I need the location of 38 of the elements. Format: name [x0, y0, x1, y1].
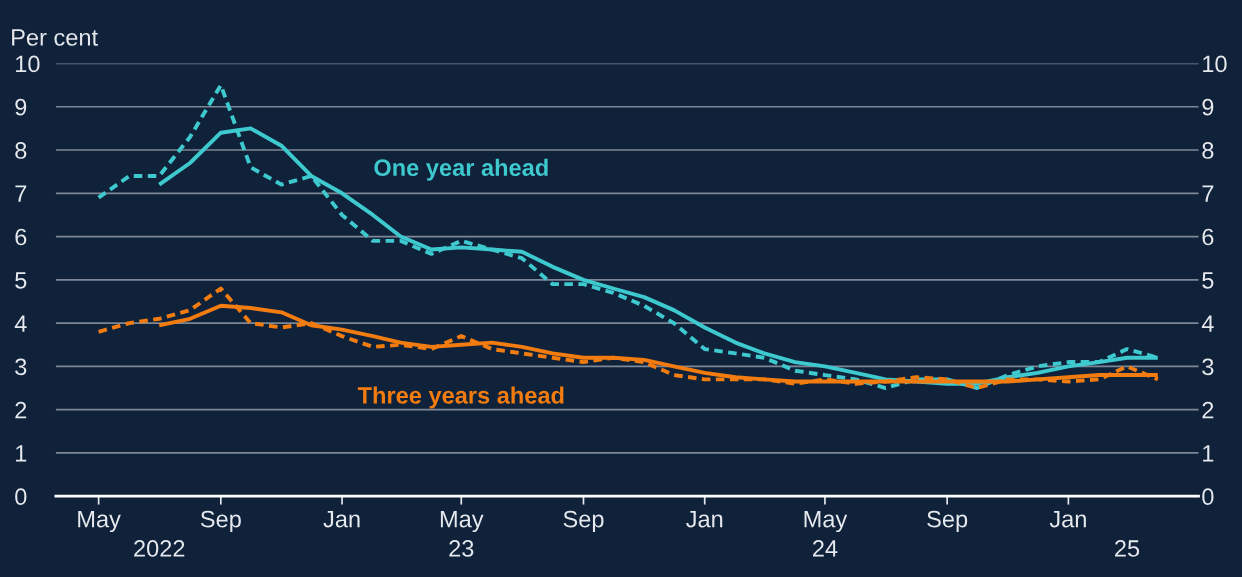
- x-tick-label: May: [440, 510, 484, 533]
- y2-tick-label: 5: [1202, 272, 1214, 289]
- y-tick-label: 7: [15, 185, 27, 202]
- series-label: Three years ahead: [357, 386, 564, 409]
- y2-tick-label: 10: [1203, 55, 1227, 73]
- x-tick-label: Sep: [927, 510, 968, 533]
- y-tick-label: 2: [15, 401, 27, 419]
- y-tick-label: 3: [15, 358, 27, 376]
- y-tick-label: 4: [14, 315, 27, 332]
- y-tick-label: 9: [15, 98, 27, 116]
- x-tick-label: Jan: [1049, 510, 1086, 528]
- y-tick-label: 10: [16, 55, 40, 73]
- x2-tick-label: 2022: [134, 540, 185, 557]
- x-tick-label: May: [78, 510, 121, 533]
- y2-tick-label: 7: [1202, 185, 1214, 202]
- x2-tick-label: 25: [1115, 540, 1140, 557]
- x-tick-label: Jan: [686, 510, 723, 528]
- x-tick-label: May: [804, 510, 848, 533]
- y2-tick-label: 1: [1203, 445, 1214, 462]
- x2-tick-label: 24: [812, 540, 838, 557]
- x2-tick-label: 23: [449, 540, 474, 557]
- series-label: One year ahead: [374, 158, 548, 181]
- y2-tick-label: 6: [1202, 228, 1214, 246]
- y-tick-label: 6: [15, 228, 27, 246]
- x-tick-label: Jan: [323, 510, 360, 528]
- y-axis-title: Per cent: [12, 29, 98, 46]
- y2-tick-label: 4: [1201, 315, 1214, 332]
- y-tick-label: 5: [15, 272, 27, 289]
- y-tick-label: 1: [16, 445, 27, 462]
- y2-tick-label: 8: [1202, 142, 1214, 159]
- y-tick-label: 0: [15, 488, 27, 506]
- y2-tick-label: 3: [1202, 358, 1214, 376]
- y-tick-label: 8: [15, 142, 27, 159]
- x-tick-label: Sep: [200, 510, 241, 533]
- x-tick-label: Sep: [563, 510, 604, 533]
- y2-tick-label: 0: [1202, 488, 1214, 506]
- y2-tick-label: 9: [1202, 98, 1214, 116]
- y2-tick-label: 2: [1202, 401, 1214, 419]
